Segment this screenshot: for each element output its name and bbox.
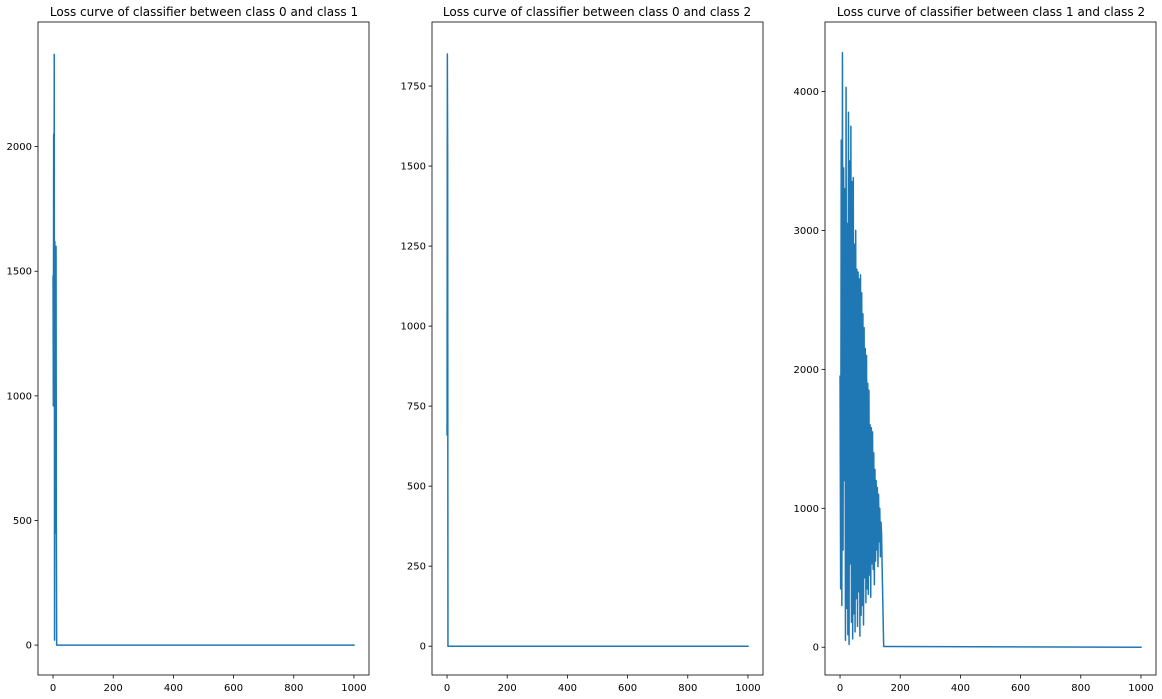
y-tick-label: 500 bbox=[407, 482, 426, 493]
y-tick-label: 1750 bbox=[401, 82, 426, 93]
x-tick-label: 600 bbox=[618, 683, 637, 694]
x-tick-label: 800 bbox=[678, 683, 697, 694]
y-tick-label: 0 bbox=[813, 643, 819, 654]
y-tick-label: 1000 bbox=[7, 391, 32, 402]
x-tick-label: 0 bbox=[50, 683, 56, 694]
subplot-title: Loss curve of classifier between class 1… bbox=[837, 5, 1145, 19]
subplot-marks: 0 200 400 600 800 1000 0 250 500 750 1000 1250 1500 1… bbox=[401, 21, 764, 694]
subplot-marks: 0 200 400 600 800 1000 0 1000 2000 3000 4000 bbox=[794, 21, 1157, 694]
series-line bbox=[52, 53, 355, 646]
x-tick-label: 400 bbox=[558, 683, 577, 694]
y-tick-label: 250 bbox=[407, 562, 426, 573]
y-tick-label: 1000 bbox=[794, 504, 819, 515]
y-tick-label: 2000 bbox=[794, 365, 819, 376]
x-tick-label: 600 bbox=[1011, 683, 1030, 694]
y-tick-label: 1500 bbox=[401, 162, 426, 173]
subplot-title: Loss curve of classifier between class 0… bbox=[443, 5, 751, 19]
y-tick-label: 1000 bbox=[401, 322, 426, 333]
axes-frame bbox=[431, 21, 764, 676]
x-tick-label: 1000 bbox=[341, 683, 366, 694]
x-tick-label: 200 bbox=[891, 683, 910, 694]
x-tick-label: 0 bbox=[837, 683, 843, 694]
y-tick-label: 3000 bbox=[794, 226, 819, 237]
subplot-title: Loss curve of classifier between class 0… bbox=[50, 5, 358, 19]
y-tick-label: 500 bbox=[13, 516, 32, 527]
series-line bbox=[839, 51, 1142, 648]
subplot-1: Loss curve of classifier between class 0… bbox=[401, 5, 764, 694]
x-tick-label: 1000 bbox=[735, 683, 760, 694]
y-tick-label: 0 bbox=[420, 642, 426, 653]
x-tick-label: 800 bbox=[284, 683, 303, 694]
y-tick-label: 750 bbox=[407, 402, 426, 413]
y-tick-label: 1250 bbox=[401, 242, 426, 253]
y-tick-label: 1500 bbox=[7, 267, 32, 278]
y-tick-label: 0 bbox=[26, 641, 32, 652]
axes-frame bbox=[824, 21, 1157, 676]
x-tick-label: 0 bbox=[444, 683, 450, 694]
x-tick-label: 200 bbox=[498, 683, 517, 694]
x-tick-label: 200 bbox=[104, 683, 123, 694]
x-tick-label: 400 bbox=[164, 683, 183, 694]
x-tick-label: 400 bbox=[951, 683, 970, 694]
y-tick-label: 4000 bbox=[794, 87, 819, 98]
axes-frame bbox=[37, 21, 370, 676]
series-line bbox=[446, 53, 749, 647]
subplot-marks: 0 200 400 600 800 1000 0 500 1000 1500 2000 bbox=[7, 21, 370, 694]
subplot-0: Loss curve of classifier between class 0… bbox=[7, 5, 370, 694]
y-tick-label: 2000 bbox=[7, 142, 32, 153]
x-tick-label: 800 bbox=[1071, 683, 1090, 694]
x-tick-label: 1000 bbox=[1128, 683, 1153, 694]
x-tick-label: 600 bbox=[224, 683, 243, 694]
subplot-2: Loss curve of classifier between class 1… bbox=[794, 5, 1157, 694]
